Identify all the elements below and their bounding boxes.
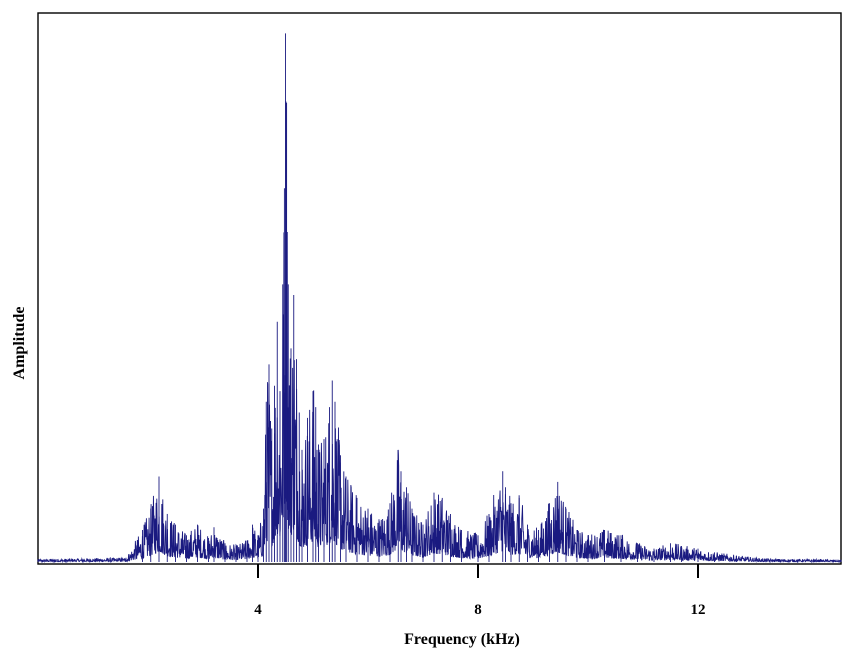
x-tick-label: 12 [691, 602, 706, 618]
plot-frame [37, 12, 842, 565]
spectrum-layer [37, 33, 842, 564]
y-axis-label: Amplitude [11, 307, 28, 380]
x-axis-label: Frequency (kHz) [404, 631, 520, 648]
x-tick-label: 4 [254, 602, 262, 618]
x-axis-ticks: 4 8 12 [254, 564, 706, 618]
spectrum-trace [37, 101, 842, 564]
x-tick-label: 8 [474, 602, 482, 618]
